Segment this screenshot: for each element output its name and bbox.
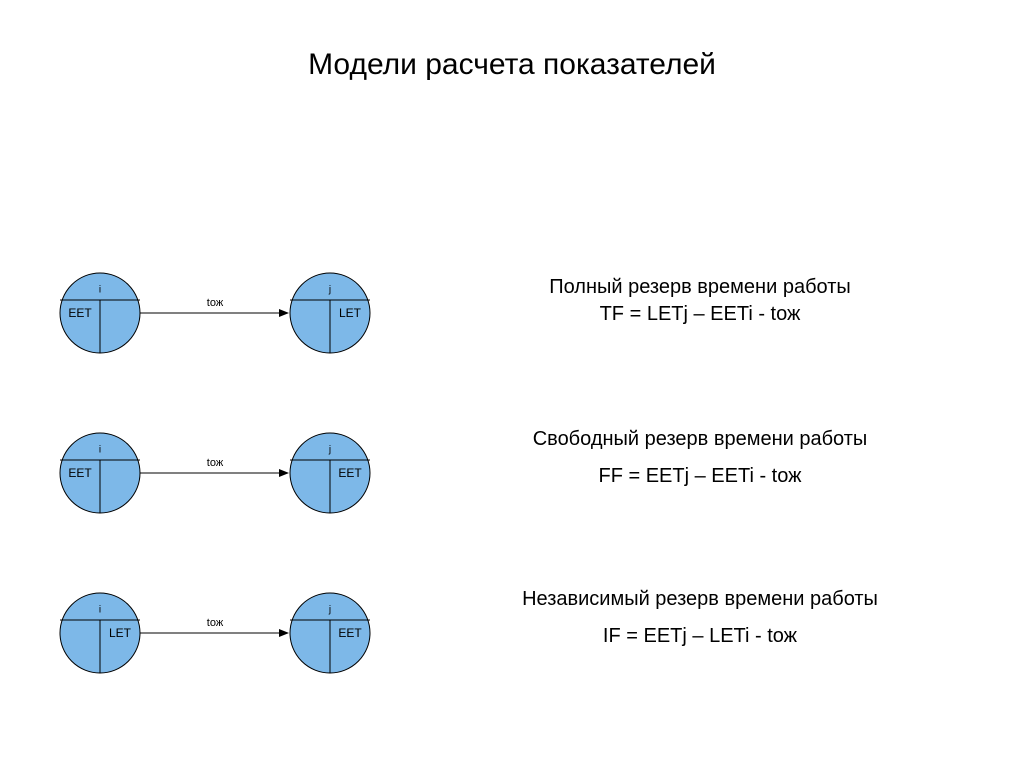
row-description: Независимый резерв времени работы IF = E… [420, 588, 980, 648]
arrow-label: tож [207, 617, 224, 629]
arrow-label: tож [207, 457, 224, 469]
model-row: i LET j EET tож Независимый резерв време… [0, 578, 1024, 698]
desc-line1: Независимый резерв времени работы [420, 588, 980, 611]
node-mid-label: EET [338, 626, 362, 640]
diagram-svg: i LET j EET tож [40, 578, 400, 688]
desc-line1: Полный резерв времени работы [420, 276, 980, 299]
node-top-label: i [99, 445, 101, 456]
desc-line2: IF = EETj – LETi - tож [420, 625, 980, 648]
node-mid-label: LET [339, 306, 362, 320]
arrow-label: tож [207, 297, 224, 309]
row-description: Свободный резерв времени работы FF = EET… [420, 428, 980, 488]
model-row: i EET j LET tож Полный резерв времени ра… [0, 258, 1024, 378]
node-mid-label: EET [338, 466, 362, 480]
node-mid-label: LET [109, 626, 132, 640]
node-mid-label: EET [68, 466, 92, 480]
node-top-label: j [328, 605, 331, 616]
node-mid-label: EET [68, 306, 92, 320]
row-description: Полный резерв времени работы TF = LETj –… [420, 276, 980, 326]
node-top-label: i [99, 605, 101, 616]
diagram-svg: i EET j LET tож [40, 258, 400, 368]
diagram-svg: i EET j EET tож [40, 418, 400, 528]
node-top-label: j [328, 285, 331, 296]
desc-line2: TF = LETj – EETi - tож [420, 303, 980, 326]
node-top-label: j [328, 445, 331, 456]
desc-line2: FF = EETj – EETi - tож [420, 465, 980, 488]
page-title: Модели расчета показателей [0, 48, 1024, 82]
page: Модели расчета показателей i EET j LET t… [0, 0, 1024, 768]
node-top-label: i [99, 285, 101, 296]
model-row: i EET j EET tож Свободный резерв времени… [0, 418, 1024, 538]
desc-line1: Свободный резерв времени работы [420, 428, 980, 451]
